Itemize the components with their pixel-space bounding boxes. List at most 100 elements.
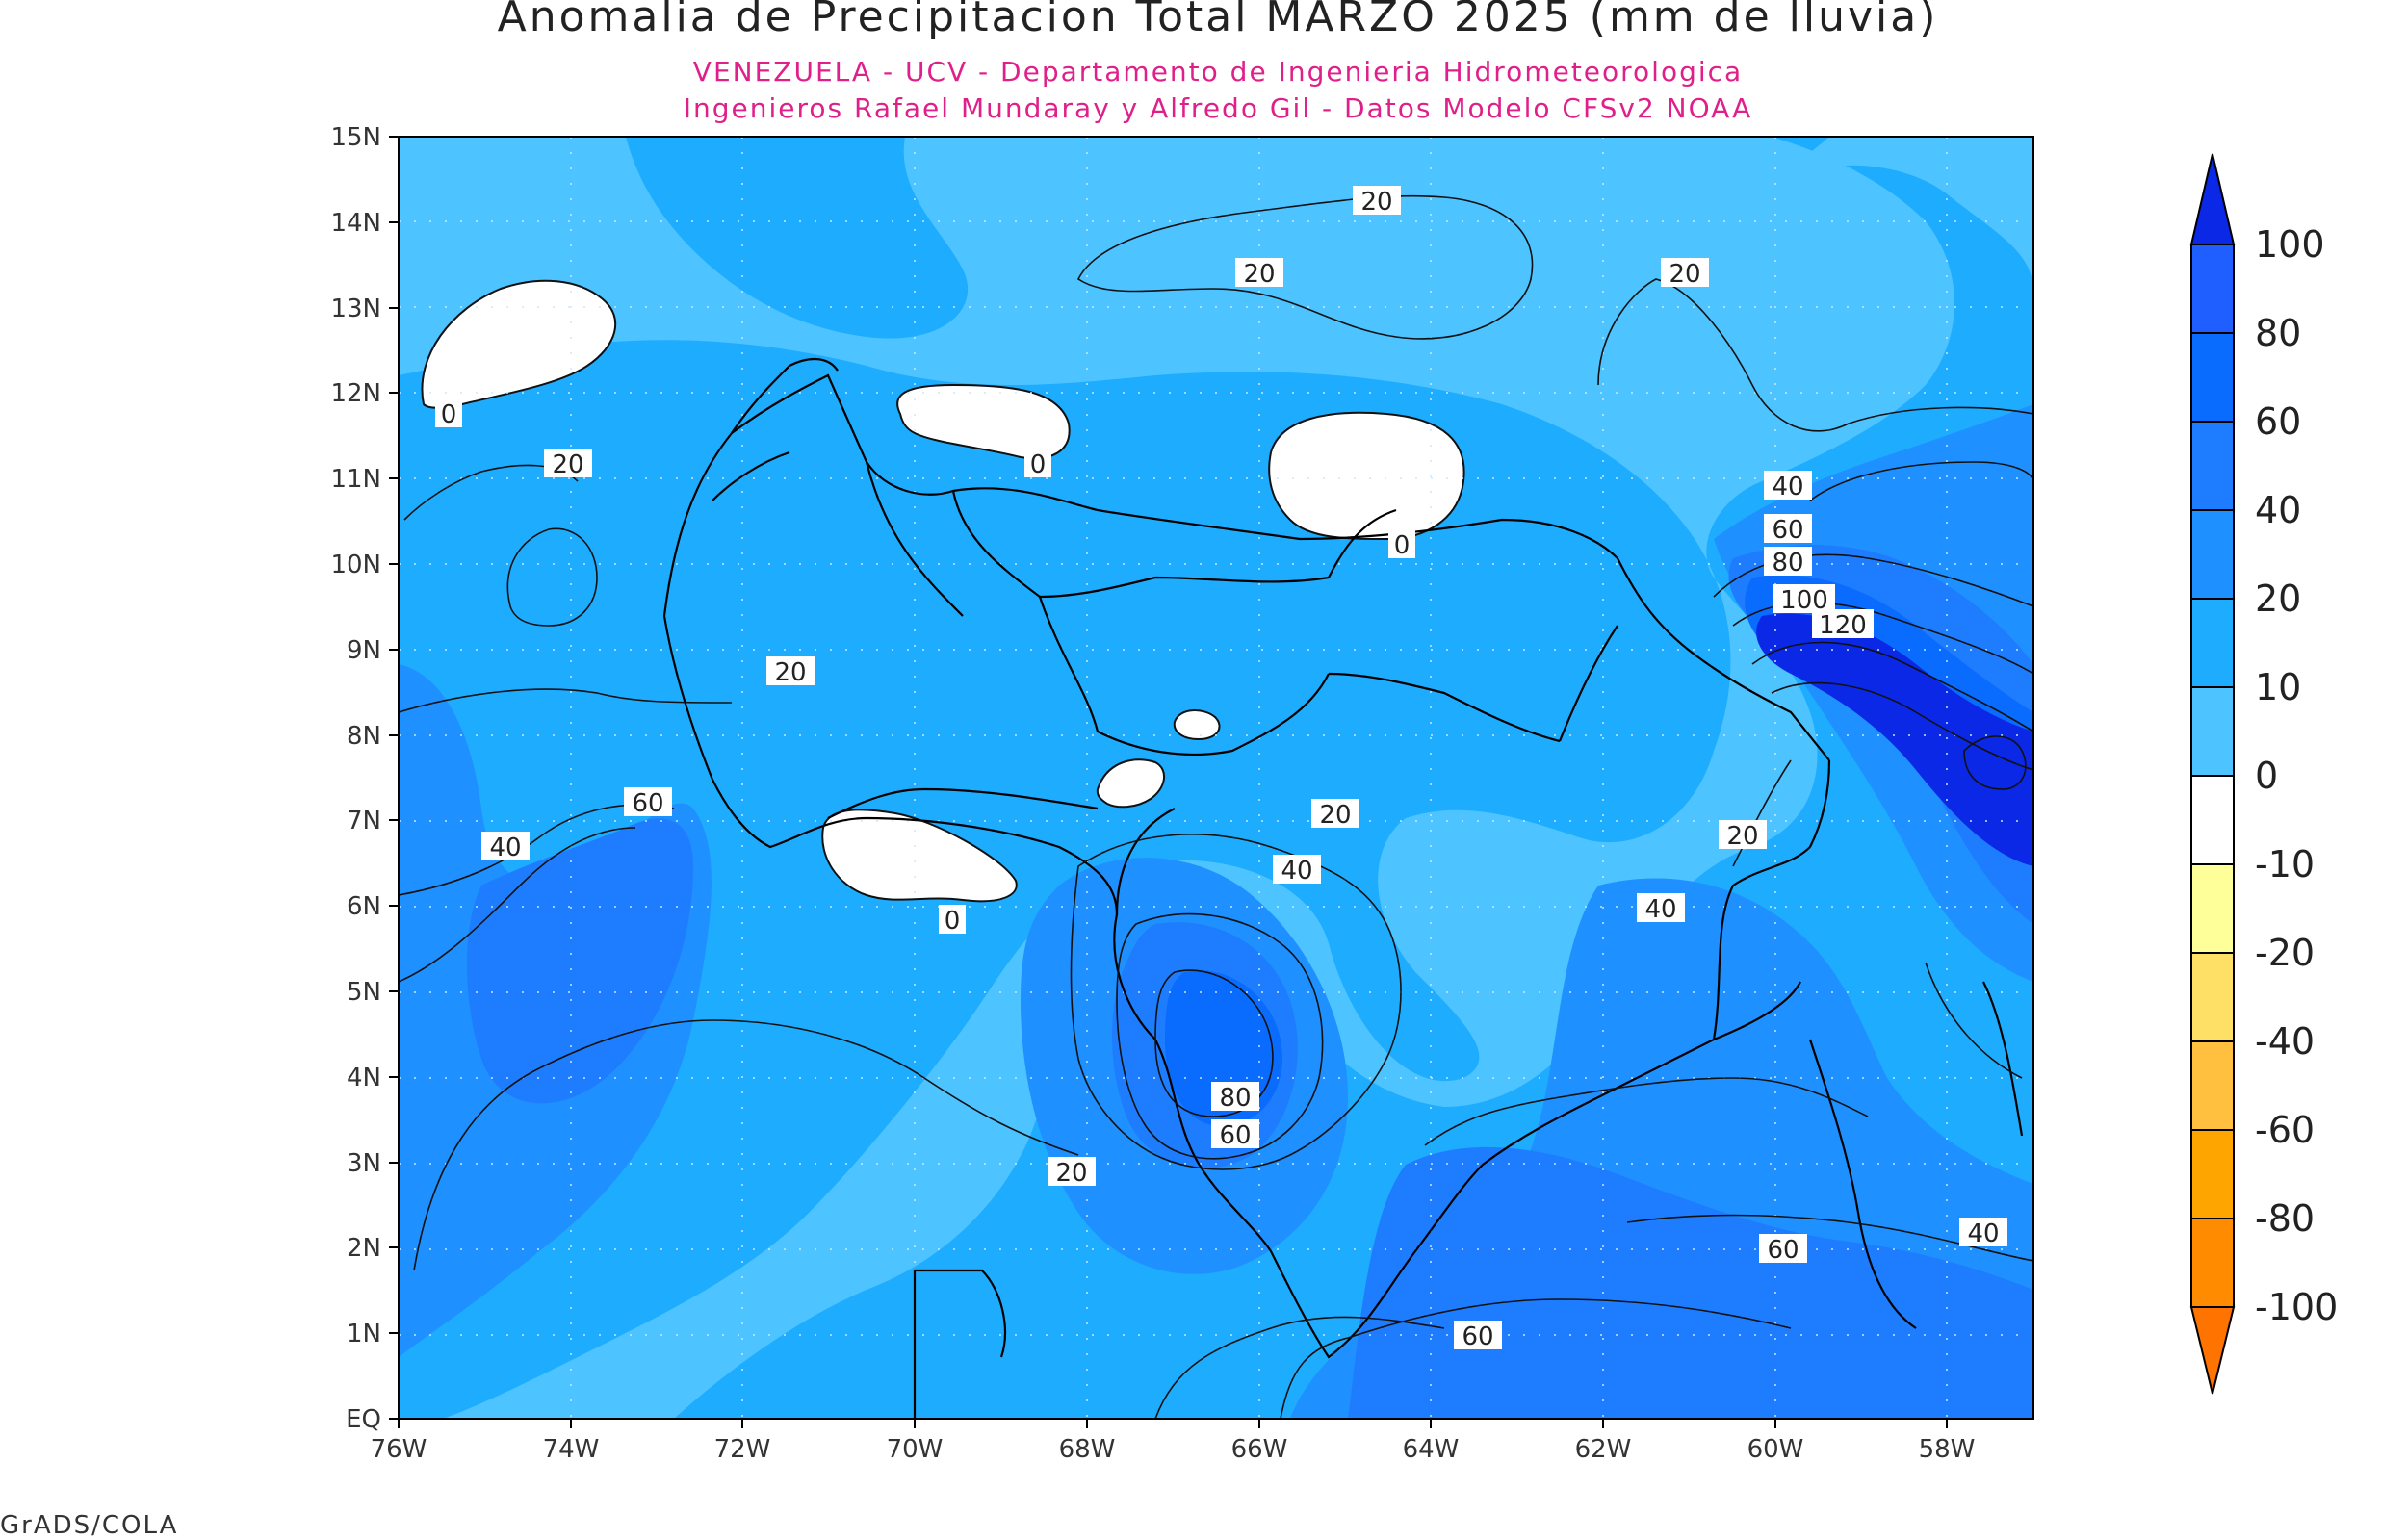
colorbar-bin bbox=[2190, 775, 2235, 865]
svg-text:20: 20 bbox=[1055, 1159, 1087, 1188]
anomaly-region-negative-4 bbox=[1173, 709, 1221, 741]
lat-tick-label: 15N bbox=[330, 123, 381, 152]
lat-tick-label: 6N bbox=[347, 892, 381, 921]
credit-label: GrADS/COLA bbox=[0, 1511, 178, 1540]
contour-label: 60 bbox=[1759, 1234, 1807, 1265]
contour-lines bbox=[399, 194, 2033, 1419]
svg-text:80: 80 bbox=[1219, 1084, 1251, 1113]
colorbar-label: -40 bbox=[2255, 1020, 2315, 1063]
colorbar-bin bbox=[2190, 598, 2235, 688]
svg-text:20: 20 bbox=[1243, 260, 1275, 289]
lat-tick-label: 9N bbox=[347, 636, 381, 665]
colorbar-bottom-arrow bbox=[2189, 1306, 2236, 1395]
svg-text:20: 20 bbox=[1360, 188, 1392, 217]
lon-tick-label: 58W bbox=[1919, 1435, 1976, 1464]
lat-tick-label: 11N bbox=[330, 465, 381, 494]
contour-label: 0 bbox=[1024, 449, 1051, 479]
colorbar-label: 60 bbox=[2255, 400, 2301, 443]
svg-text:20: 20 bbox=[1669, 260, 1700, 289]
anomaly-region-40-60-west bbox=[467, 818, 693, 1104]
contour-label: 20 bbox=[1719, 820, 1767, 851]
svg-text:0: 0 bbox=[1394, 531, 1411, 560]
contour-label: 40 bbox=[1959, 1218, 2007, 1248]
contour-label: 120 bbox=[1812, 609, 1874, 640]
contour-label: 0 bbox=[939, 905, 966, 936]
map-subtitle-2: Ingenieros Rafael Mundaray y Alfredo Gil… bbox=[684, 92, 1752, 124]
colorbar-label: 40 bbox=[2255, 489, 2301, 531]
colorbar-top-arrow bbox=[2189, 153, 2236, 245]
lat-tick-label: 14N bbox=[330, 209, 381, 238]
lon-tick-label: 76W bbox=[371, 1435, 427, 1464]
svg-text:0: 0 bbox=[1030, 450, 1047, 479]
lat-tick-label: 4N bbox=[347, 1064, 381, 1092]
svg-text:40: 40 bbox=[1772, 473, 1803, 501]
svg-text:120: 120 bbox=[1819, 611, 1867, 640]
map-title: Anomalia de Precipitacion Total MARZO 20… bbox=[498, 0, 1939, 41]
svg-text:40: 40 bbox=[1281, 857, 1312, 886]
contour-label: 20 bbox=[1235, 258, 1283, 289]
lon-tick-label: 70W bbox=[887, 1435, 944, 1464]
anomaly-region-negative-6 bbox=[821, 808, 1018, 903]
latitude-axis: 15N 14N 13N 12N 11N 10N 9N 8N 7N 6N 5N 4… bbox=[330, 123, 399, 1434]
colorbar-bin bbox=[2190, 332, 2235, 423]
colorbar-bin bbox=[2190, 863, 2235, 954]
anomaly-region-over-100 bbox=[1756, 613, 2033, 866]
svg-text:60: 60 bbox=[1772, 516, 1803, 545]
colorbar-label: -80 bbox=[2255, 1197, 2315, 1240]
contour-labels: 20 20 20 0 20 0 0 40 60 80 100 120 20 60… bbox=[435, 186, 2007, 1351]
lon-tick-label: 60W bbox=[1747, 1435, 1804, 1464]
colorbar-label: -60 bbox=[2255, 1109, 2315, 1151]
lat-tick-label: 1N bbox=[347, 1320, 381, 1348]
lon-tick-label: 72W bbox=[714, 1435, 771, 1464]
colorbar-label: 100 bbox=[2255, 223, 2325, 266]
map-plot-area: 20 20 20 0 20 0 0 40 60 80 100 120 20 60… bbox=[399, 137, 2033, 1419]
map-subtitle-1: VENEZUELA - UCV - Departamento de Ingeni… bbox=[693, 56, 1743, 88]
colorbar-label: -100 bbox=[2255, 1286, 2338, 1328]
map-frame bbox=[398, 136, 2034, 1420]
svg-text:20: 20 bbox=[1726, 822, 1758, 851]
contour-label: 60 bbox=[1764, 514, 1812, 545]
svg-text:60: 60 bbox=[1462, 1322, 1493, 1351]
colorbar-label: 20 bbox=[2255, 578, 2301, 620]
svg-text:40: 40 bbox=[489, 834, 521, 862]
svg-text:60: 60 bbox=[1767, 1236, 1799, 1265]
lat-tick-label: 7N bbox=[347, 807, 381, 835]
svg-text:80: 80 bbox=[1772, 549, 1803, 578]
anomaly-region-negative-3 bbox=[1268, 411, 1465, 541]
contour-label: 20 bbox=[1311, 799, 1359, 830]
lon-tick-label: 62W bbox=[1575, 1435, 1632, 1464]
svg-text:20: 20 bbox=[1319, 801, 1351, 830]
contour-label: 20 bbox=[544, 449, 592, 479]
colorbar-bin bbox=[2190, 509, 2235, 600]
colorbar-bin bbox=[2190, 952, 2235, 1042]
anomaly-region-negative-5 bbox=[1096, 758, 1165, 808]
anomaly-region-0-10-ne bbox=[1791, 137, 2033, 289]
lat-tick-label: 13N bbox=[330, 295, 381, 323]
contour-label: 40 bbox=[481, 832, 530, 862]
lat-tick-label: 10N bbox=[330, 551, 381, 579]
svg-text:40: 40 bbox=[1644, 895, 1676, 924]
colorbar-label: 80 bbox=[2255, 312, 2301, 354]
lon-tick-label: 74W bbox=[543, 1435, 600, 1464]
svg-text:20: 20 bbox=[552, 450, 583, 479]
lon-tick-label: 66W bbox=[1231, 1435, 1288, 1464]
graticule bbox=[399, 137, 2033, 1419]
svg-text:20: 20 bbox=[774, 658, 806, 687]
svg-text:60: 60 bbox=[1219, 1121, 1251, 1150]
contour-label: 80 bbox=[1764, 547, 1812, 578]
colorbar-bin bbox=[2190, 421, 2235, 511]
anomaly-region-negative-2 bbox=[896, 383, 1071, 460]
svg-text:0: 0 bbox=[441, 400, 457, 429]
contour-label: 60 bbox=[1454, 1321, 1502, 1351]
contour-label: 20 bbox=[1353, 186, 1401, 217]
coastline-and-borders bbox=[662, 358, 2024, 1419]
contour-label: 20 bbox=[1048, 1157, 1096, 1188]
contour-label: 40 bbox=[1637, 893, 1685, 924]
contour-label: 60 bbox=[1211, 1119, 1259, 1150]
contour-label: 0 bbox=[1388, 529, 1415, 560]
contour-label: 40 bbox=[1764, 471, 1812, 501]
svg-text:60: 60 bbox=[632, 789, 663, 818]
colorbar-bin bbox=[2190, 1129, 2235, 1219]
colorbar-bin bbox=[2190, 1040, 2235, 1131]
colorbar-label: 0 bbox=[2255, 755, 2278, 797]
